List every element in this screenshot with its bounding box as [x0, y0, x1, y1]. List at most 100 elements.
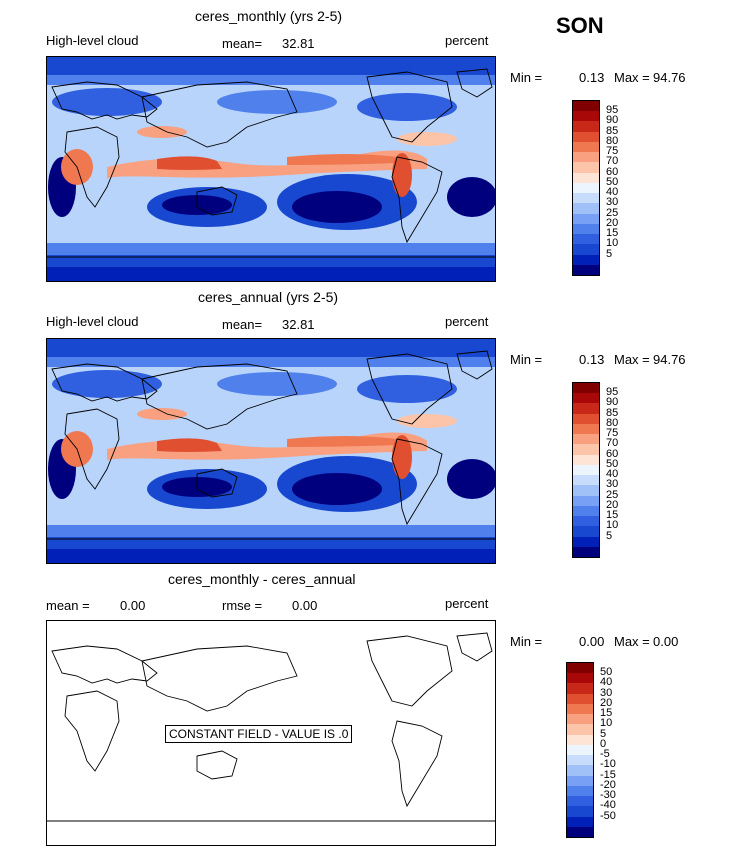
panel3-units: percent — [445, 596, 489, 611]
colorbar-segment — [573, 223, 599, 235]
panel1-units: percent — [445, 33, 489, 48]
colorbar-segment — [567, 693, 593, 704]
colorbar-segment — [573, 162, 599, 173]
colorbar-segment — [573, 193, 599, 204]
colorbar-tick-label: 25 — [606, 206, 619, 219]
panel1-cloud-field — [47, 57, 495, 281]
colorbar-tick-label: 20 — [606, 216, 619, 229]
colorbar-segment — [573, 546, 599, 557]
panel2-min-value: 0.13 — [579, 352, 605, 367]
colorbar-tick-label: 60 — [606, 447, 619, 460]
colorbar-segment — [567, 785, 593, 797]
colorbar-tick-label: 10 — [606, 237, 619, 250]
colorbar-tick-label: 10 — [606, 519, 619, 532]
panel1-variable-label: High-level cloud — [46, 33, 139, 48]
colorbar-segment — [567, 744, 593, 756]
colorbar-tick-label: 20 — [606, 498, 619, 511]
panel3-constant-field-label: CONSTANT FIELD - VALUE IS .0 — [165, 725, 353, 743]
colorbar-tick-label: 25 — [606, 488, 619, 501]
colorbar-tick-label: 75 — [606, 427, 619, 440]
colorbar-tick-label: 30 — [606, 196, 619, 209]
colorbar-tick-label: 80 — [606, 416, 619, 429]
panel2-mean-label: mean= — [222, 317, 263, 332]
colorbar-segment — [573, 495, 599, 506]
panel3-rmse-label: rmse = — [222, 598, 263, 613]
colorbar-segment — [567, 806, 593, 817]
panel2-cloud-field — [47, 339, 495, 563]
colorbar-tick-label: 85 — [606, 124, 619, 137]
panel2-units: percent — [445, 314, 489, 329]
panel3-max-label: Max = — [614, 634, 650, 649]
panel1-min-label: Min = — [510, 70, 543, 85]
colorbar-segment — [573, 516, 599, 527]
panel2-map — [46, 338, 496, 564]
colorbar-tick-label: 5 — [606, 247, 613, 260]
colorbar-segment — [573, 203, 599, 214]
colorbar-tick-label: 95 — [606, 386, 619, 399]
colorbar-segment — [567, 796, 593, 807]
colorbar-segment — [567, 673, 593, 684]
colorbar-segment — [573, 101, 599, 112]
colorbar-segment — [567, 826, 593, 837]
colorbar-tick-label: 15 — [606, 227, 619, 240]
colorbar-segment — [567, 755, 593, 766]
colorbar-tick-label: -40 — [600, 799, 616, 812]
colorbar-tick-label: 15 — [600, 707, 613, 720]
panel1-max-value: 94.76 — [653, 70, 686, 85]
colorbar-segment — [573, 464, 599, 476]
season-label: SON — [556, 13, 604, 38]
panel1-colorbar — [572, 100, 600, 276]
panel3-title: ceres_monthly - ceres_annual — [168, 571, 356, 587]
colorbar-segment — [573, 244, 599, 255]
colorbar-segment — [567, 816, 593, 827]
colorbar-segment — [567, 714, 593, 725]
colorbar-segment — [573, 444, 599, 455]
colorbar-segment — [573, 152, 599, 163]
colorbar-segment — [567, 663, 593, 674]
colorbar-segment — [573, 141, 599, 153]
colorbar-segment — [573, 213, 599, 224]
colorbar-tick-label: 10 — [600, 717, 613, 730]
panel2-min-label: Min = — [510, 352, 543, 367]
colorbar-tick-label: 80 — [606, 134, 619, 147]
colorbar-segment — [567, 724, 593, 735]
panel2-max-label: Max = — [614, 352, 650, 367]
colorbar-segment — [573, 475, 599, 486]
colorbar-segment — [573, 485, 599, 496]
colorbar-tick-label: 15 — [606, 509, 619, 522]
colorbar-segment — [573, 434, 599, 445]
colorbar-tick-label: -5 — [600, 748, 610, 761]
colorbar-tick-label: 50 — [606, 175, 619, 188]
colorbar-segment — [573, 526, 599, 537]
colorbar-tick-label: -30 — [600, 789, 616, 802]
colorbar-segment — [567, 683, 593, 694]
colorbar-segment — [573, 121, 599, 132]
colorbar-tick-label: 90 — [606, 396, 619, 409]
colorbar-tick-label: 70 — [606, 437, 619, 450]
panel1-title: ceres_monthly (yrs 2-5) — [195, 8, 343, 24]
panel3-min-label: Min = — [510, 634, 543, 649]
colorbar-tick-label: 40 — [606, 186, 619, 199]
panel3-colorbar — [566, 662, 594, 838]
colorbar-tick-label: -10 — [600, 758, 616, 771]
colorbar-segment — [573, 403, 599, 414]
colorbar-tick-label: -50 — [600, 809, 616, 822]
panel3-map: CONSTANT FIELD - VALUE IS .0 — [46, 620, 496, 846]
colorbar-tick-label: -20 — [600, 778, 616, 791]
colorbar-segment — [567, 765, 593, 776]
colorbar-segment — [573, 234, 599, 245]
colorbar-tick-label: 0 — [600, 737, 607, 750]
colorbar-tick-label: 70 — [606, 155, 619, 168]
colorbar-segment — [573, 393, 599, 404]
colorbar-segment — [573, 536, 599, 547]
colorbar-tick-label: 95 — [606, 104, 619, 117]
panel3-mean-label: mean = — [46, 598, 90, 613]
colorbar-tick-label: 75 — [606, 145, 619, 158]
colorbar-tick-label: 30 — [606, 478, 619, 491]
colorbar-tick-label: 50 — [606, 457, 619, 470]
panel3-rmse-value: 0.00 — [292, 598, 318, 613]
colorbar-tick-label: 40 — [600, 676, 613, 689]
colorbar-segment — [567, 734, 593, 745]
colorbar-tick-label: 90 — [606, 114, 619, 127]
colorbar-tick-label: 30 — [600, 686, 613, 699]
